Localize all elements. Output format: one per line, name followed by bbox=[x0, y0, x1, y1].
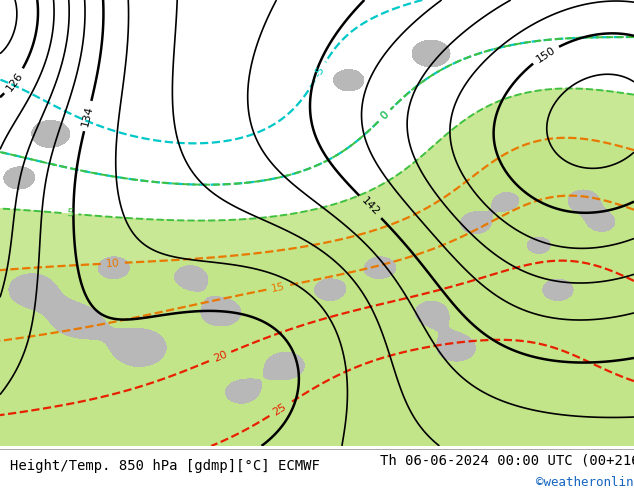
Text: 126: 126 bbox=[4, 70, 25, 93]
Text: -5: -5 bbox=[313, 64, 327, 78]
Text: 25: 25 bbox=[271, 401, 288, 417]
Text: 5: 5 bbox=[66, 208, 74, 219]
Text: 10: 10 bbox=[106, 258, 120, 269]
Text: 142: 142 bbox=[359, 196, 381, 218]
Text: Th 06-06-2024 00:00 UTC (00+216): Th 06-06-2024 00:00 UTC (00+216) bbox=[380, 453, 634, 467]
Text: 134: 134 bbox=[81, 104, 95, 127]
Text: 15: 15 bbox=[270, 281, 286, 294]
Text: 0: 0 bbox=[378, 109, 391, 122]
Text: Height/Temp. 850 hPa [gdmp][°C] ECMWF: Height/Temp. 850 hPa [gdmp][°C] ECMWF bbox=[10, 459, 320, 473]
Text: 0: 0 bbox=[378, 109, 391, 122]
Text: 20: 20 bbox=[212, 349, 228, 364]
Text: ©weatheronline.co.uk: ©weatheronline.co.uk bbox=[536, 476, 634, 489]
Text: 150: 150 bbox=[534, 45, 557, 64]
